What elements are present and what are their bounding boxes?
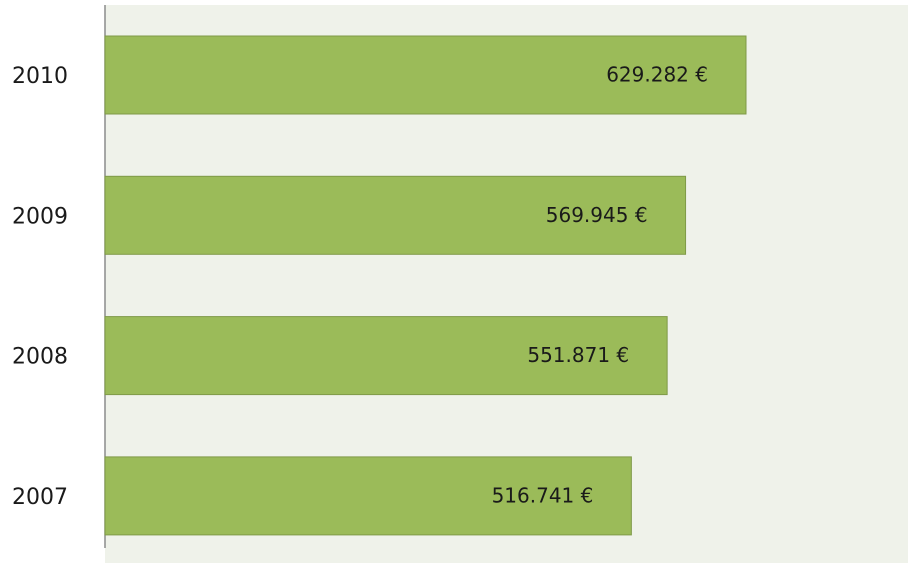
value-label: 569.945 € [546,203,648,227]
category-label: 2007 [12,485,68,510]
bar [104,175,687,255]
category-label: 2009 [12,204,68,229]
value-label: 516.741 € [492,483,594,507]
value-label: 629.282 € [606,63,708,87]
bar [104,456,632,536]
bar [104,316,668,396]
category-label: 2010 [12,64,68,89]
value-label: 551.871 € [527,343,629,367]
bar [104,35,747,115]
category-label: 2008 [12,345,68,370]
